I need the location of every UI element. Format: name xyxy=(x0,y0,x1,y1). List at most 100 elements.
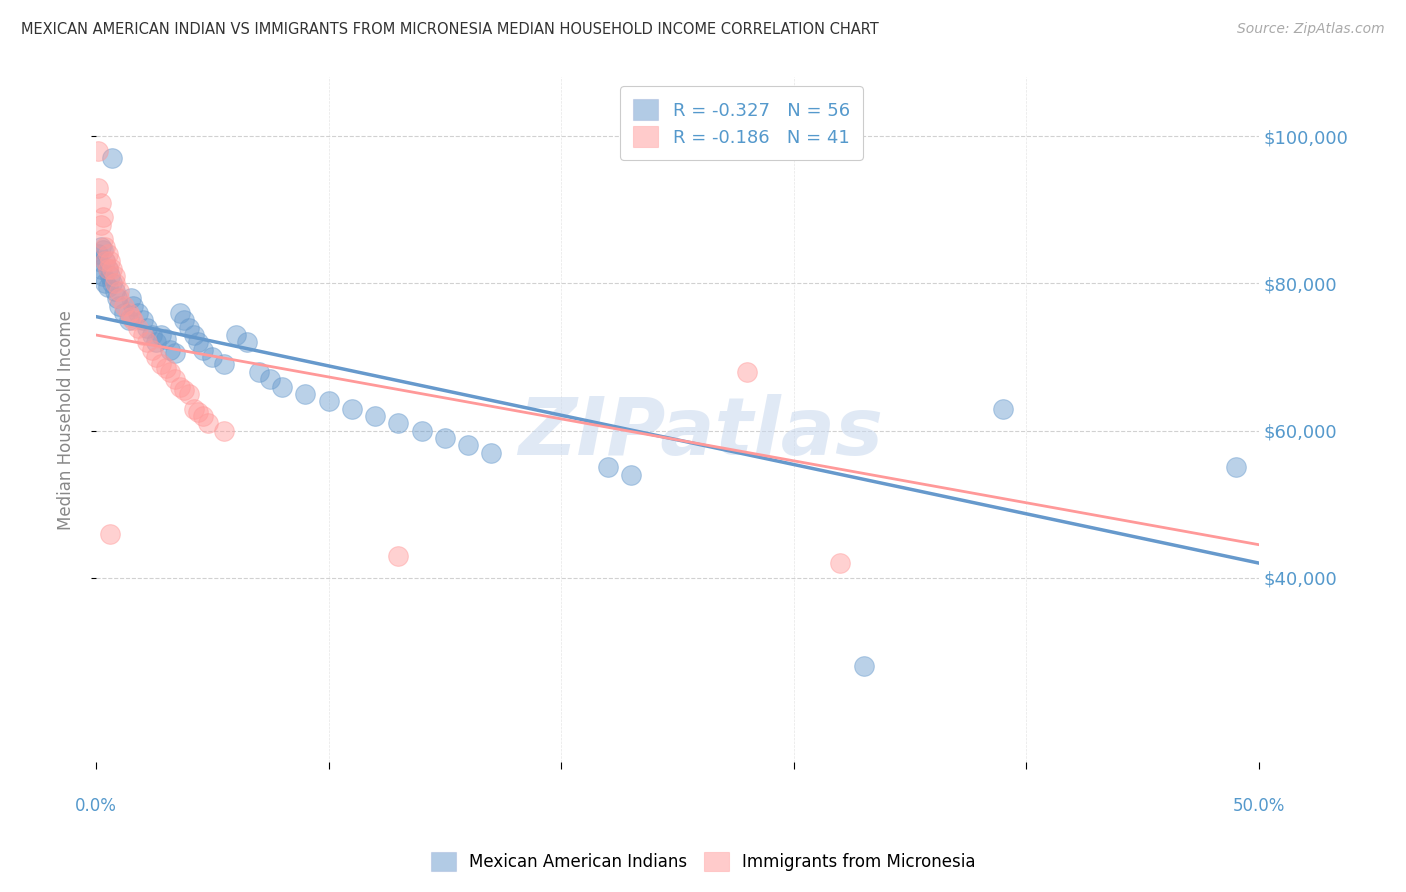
Point xyxy=(830,556,852,570)
Point xyxy=(97,247,120,261)
Point xyxy=(212,358,235,372)
Point xyxy=(122,313,145,327)
Point xyxy=(457,438,479,452)
Point xyxy=(387,549,409,563)
Point xyxy=(197,417,219,431)
Point xyxy=(294,387,316,401)
Point xyxy=(90,218,112,232)
Point xyxy=(104,284,127,298)
Point xyxy=(136,335,159,350)
Point xyxy=(91,269,114,284)
Point xyxy=(108,284,131,298)
Point xyxy=(165,372,187,386)
Point xyxy=(112,306,135,320)
Point xyxy=(183,328,205,343)
Point xyxy=(94,254,117,268)
Point xyxy=(94,254,117,268)
Point xyxy=(101,277,124,291)
Point xyxy=(90,195,112,210)
Point xyxy=(191,343,214,357)
Point xyxy=(101,261,124,276)
Point xyxy=(155,361,177,376)
Point xyxy=(87,144,110,158)
Point xyxy=(87,247,110,261)
Point xyxy=(177,387,200,401)
Point xyxy=(97,280,120,294)
Point xyxy=(236,335,259,350)
Point xyxy=(737,365,759,379)
Point xyxy=(201,350,224,364)
Point xyxy=(127,320,149,334)
Point xyxy=(120,291,142,305)
Point xyxy=(131,313,153,327)
Point xyxy=(318,394,340,409)
Point xyxy=(97,261,120,276)
Point xyxy=(411,424,433,438)
Point xyxy=(87,181,110,195)
Point xyxy=(98,526,121,541)
Point xyxy=(165,346,187,360)
Point xyxy=(150,358,173,372)
Point xyxy=(145,350,167,364)
Point xyxy=(141,343,163,357)
Point xyxy=(212,424,235,438)
Point xyxy=(90,261,112,276)
Point xyxy=(117,306,139,320)
Point xyxy=(108,291,131,305)
Point xyxy=(105,291,128,305)
Point xyxy=(94,277,117,291)
Y-axis label: Median Household Income: Median Household Income xyxy=(58,310,75,530)
Point xyxy=(120,310,142,324)
Point xyxy=(187,335,209,350)
Point xyxy=(94,240,117,254)
Point xyxy=(145,335,167,350)
Point xyxy=(340,401,363,416)
Point xyxy=(159,365,181,379)
Legend: R = -0.327   N = 56, R = -0.186   N = 41: R = -0.327 N = 56, R = -0.186 N = 41 xyxy=(620,87,862,160)
Point xyxy=(98,254,121,268)
Point xyxy=(112,299,135,313)
Point xyxy=(131,328,153,343)
Text: 0.0%: 0.0% xyxy=(75,797,117,814)
Point xyxy=(620,467,643,482)
Point xyxy=(155,332,177,346)
Point xyxy=(159,343,181,357)
Legend: Mexican American Indians, Immigrants from Micronesia: Mexican American Indians, Immigrants fro… xyxy=(422,843,984,880)
Point xyxy=(364,409,387,423)
Point xyxy=(97,261,120,276)
Point xyxy=(173,383,195,397)
Point xyxy=(169,306,191,320)
Point xyxy=(259,372,281,386)
Point xyxy=(596,460,619,475)
Point xyxy=(993,401,1015,416)
Point xyxy=(1225,460,1247,475)
Point xyxy=(433,431,456,445)
Point xyxy=(225,328,247,343)
Point xyxy=(101,152,124,166)
Point xyxy=(98,269,121,284)
Point xyxy=(90,240,112,254)
Text: Source: ZipAtlas.com: Source: ZipAtlas.com xyxy=(1237,22,1385,37)
Point xyxy=(141,328,163,343)
Point xyxy=(169,379,191,393)
Text: 50.0%: 50.0% xyxy=(1233,797,1285,814)
Point xyxy=(150,328,173,343)
Point xyxy=(191,409,214,423)
Point xyxy=(87,254,110,268)
Point xyxy=(183,401,205,416)
Point xyxy=(481,446,503,460)
Point xyxy=(136,320,159,334)
Point xyxy=(108,299,131,313)
Text: ZIPatlas: ZIPatlas xyxy=(519,394,883,473)
Point xyxy=(127,306,149,320)
Point xyxy=(104,269,127,284)
Point xyxy=(852,659,875,673)
Point xyxy=(271,379,294,393)
Point xyxy=(387,417,409,431)
Point xyxy=(91,244,114,258)
Point xyxy=(177,320,200,334)
Text: MEXICAN AMERICAN INDIAN VS IMMIGRANTS FROM MICRONESIA MEDIAN HOUSEHOLD INCOME CO: MEXICAN AMERICAN INDIAN VS IMMIGRANTS FR… xyxy=(21,22,879,37)
Point xyxy=(187,405,209,419)
Point xyxy=(91,232,114,246)
Point xyxy=(173,313,195,327)
